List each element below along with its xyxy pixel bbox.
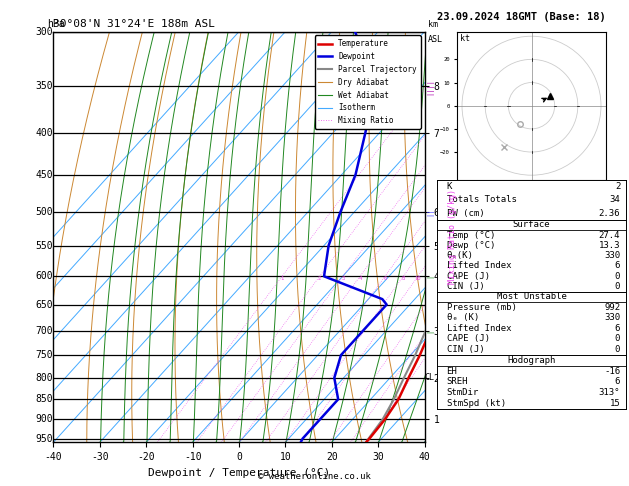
Text: -16: -16 bbox=[604, 366, 620, 376]
Text: |: | bbox=[426, 329, 433, 333]
Text: Hodograph: Hodograph bbox=[508, 356, 555, 364]
Text: 750: 750 bbox=[35, 350, 53, 360]
Text: Most Unstable: Most Unstable bbox=[496, 293, 567, 301]
Text: CAPE (J): CAPE (J) bbox=[447, 272, 489, 281]
Text: θₑ (K): θₑ (K) bbox=[447, 313, 479, 322]
Text: hPa: hPa bbox=[47, 19, 65, 29]
Text: K: K bbox=[447, 182, 452, 191]
Text: 0: 0 bbox=[615, 282, 620, 291]
Text: 992: 992 bbox=[604, 303, 620, 312]
Text: 650: 650 bbox=[35, 299, 53, 310]
Text: 350: 350 bbox=[35, 81, 53, 91]
Text: 0: 0 bbox=[615, 345, 620, 354]
Text: 330: 330 bbox=[604, 251, 620, 260]
Text: SREH: SREH bbox=[447, 378, 468, 386]
Text: Temp (°C): Temp (°C) bbox=[447, 230, 495, 240]
Text: ASL: ASL bbox=[428, 35, 443, 44]
Text: ||: || bbox=[426, 208, 433, 216]
Text: 8: 8 bbox=[402, 277, 405, 281]
Text: © weatheronline.co.uk: © weatheronline.co.uk bbox=[258, 472, 371, 481]
Text: StmDir: StmDir bbox=[447, 388, 479, 398]
Text: 27.4: 27.4 bbox=[599, 230, 620, 240]
Text: 800: 800 bbox=[35, 373, 53, 383]
Text: Dewp (°C): Dewp (°C) bbox=[447, 241, 495, 250]
Text: ||||: |||| bbox=[426, 77, 433, 94]
Text: 330: 330 bbox=[604, 313, 620, 322]
Legend: Temperature, Dewpoint, Parcel Trajectory, Dry Adiabat, Wet Adiabat, Isotherm, Mi: Temperature, Dewpoint, Parcel Trajectory… bbox=[314, 35, 421, 129]
Text: 600: 600 bbox=[35, 271, 53, 281]
Text: 2.36: 2.36 bbox=[599, 208, 620, 218]
Text: Surface: Surface bbox=[513, 220, 550, 229]
Text: |: | bbox=[426, 274, 433, 278]
Text: 30°08'N 31°24'E 188m ASL: 30°08'N 31°24'E 188m ASL bbox=[53, 19, 216, 30]
Text: Pressure (mb): Pressure (mb) bbox=[447, 303, 516, 312]
Text: 0: 0 bbox=[615, 334, 620, 344]
Text: 4: 4 bbox=[359, 277, 362, 281]
Text: 13.3: 13.3 bbox=[599, 241, 620, 250]
Text: kt: kt bbox=[460, 34, 470, 43]
Text: 450: 450 bbox=[35, 170, 53, 180]
Text: 900: 900 bbox=[35, 415, 53, 424]
Text: 313°: 313° bbox=[599, 388, 620, 398]
Text: CL: CL bbox=[425, 373, 435, 382]
Text: 6: 6 bbox=[383, 277, 386, 281]
Text: 2: 2 bbox=[318, 277, 321, 281]
Text: 950: 950 bbox=[35, 434, 53, 444]
Text: 1: 1 bbox=[281, 277, 284, 281]
Text: 10: 10 bbox=[415, 277, 421, 281]
Text: 3: 3 bbox=[341, 277, 345, 281]
Text: Lifted Index: Lifted Index bbox=[447, 324, 511, 333]
Text: θₑ(K): θₑ(K) bbox=[447, 251, 474, 260]
Text: 500: 500 bbox=[35, 207, 53, 217]
Text: 0: 0 bbox=[615, 272, 620, 281]
Text: 550: 550 bbox=[35, 241, 53, 251]
Text: 400: 400 bbox=[35, 128, 53, 138]
Text: EH: EH bbox=[447, 366, 457, 376]
Text: 850: 850 bbox=[35, 394, 53, 404]
Text: km: km bbox=[428, 20, 438, 29]
Text: 34: 34 bbox=[610, 195, 620, 204]
X-axis label: Dewpoint / Temperature (°C): Dewpoint / Temperature (°C) bbox=[148, 468, 330, 478]
Text: Totals Totals: Totals Totals bbox=[447, 195, 516, 204]
Text: 6: 6 bbox=[615, 378, 620, 386]
Text: CIN (J): CIN (J) bbox=[447, 345, 484, 354]
Text: PW (cm): PW (cm) bbox=[447, 208, 484, 218]
Text: 15: 15 bbox=[610, 399, 620, 408]
Text: Mixing Ratio (g/kg): Mixing Ratio (g/kg) bbox=[448, 190, 457, 284]
Text: CAPE (J): CAPE (J) bbox=[447, 334, 489, 344]
Text: 23.09.2024 18GMT (Base: 18): 23.09.2024 18GMT (Base: 18) bbox=[437, 12, 606, 22]
Text: 2: 2 bbox=[615, 182, 620, 191]
Text: Lifted Index: Lifted Index bbox=[447, 261, 511, 270]
Text: 700: 700 bbox=[35, 326, 53, 336]
Text: 6: 6 bbox=[615, 261, 620, 270]
Text: CIN (J): CIN (J) bbox=[447, 282, 484, 291]
Text: 300: 300 bbox=[35, 27, 53, 36]
Text: 6: 6 bbox=[615, 324, 620, 333]
Text: StmSpd (kt): StmSpd (kt) bbox=[447, 399, 506, 408]
